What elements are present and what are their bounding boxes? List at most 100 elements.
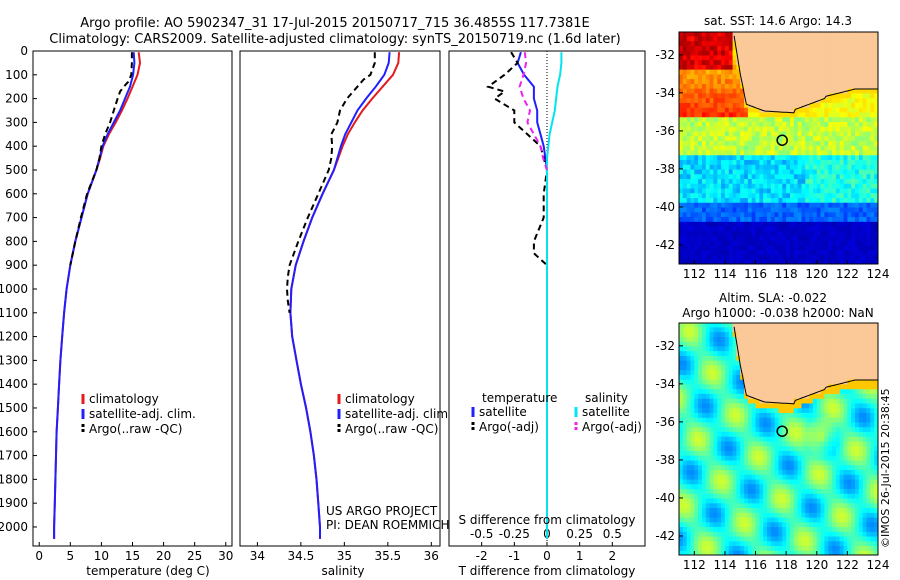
sst-cell (866, 197, 871, 203)
sla-cell (770, 326, 776, 333)
sst-cell (797, 164, 803, 170)
sla-cell (724, 445, 730, 452)
sla-cell (713, 474, 718, 480)
sst-cell (843, 54, 849, 61)
sst-cell (717, 207, 722, 213)
sla-cell (721, 350, 726, 356)
sst-cell (820, 78, 826, 84)
sla-cell (816, 431, 822, 437)
sla-cell (755, 393, 760, 399)
sst-cell (728, 135, 734, 141)
sla-cell (686, 393, 692, 399)
sla-cell (709, 350, 715, 356)
sla-cell (682, 323, 688, 328)
sst-cell (774, 149, 780, 156)
sla-cell (698, 393, 703, 399)
sla-cell (679, 364, 684, 371)
sst-cell (740, 97, 745, 103)
sla-cell (713, 445, 718, 452)
sst-cell (782, 32, 787, 37)
sst-cell (847, 126, 852, 132)
sst-cell (812, 249, 818, 256)
sla-cell (835, 369, 841, 375)
sst-cell (851, 50, 856, 56)
sla-cell (744, 383, 749, 390)
sst-cell (855, 154, 860, 161)
sst-cell (751, 78, 757, 84)
sla-cell (724, 545, 730, 551)
sla-cell (839, 450, 845, 456)
sst-cell (682, 107, 688, 113)
sst-cell (721, 259, 726, 264)
sla-cell (824, 478, 829, 485)
sla-cell (763, 493, 768, 499)
sst-cell (702, 192, 707, 199)
sst-cell (782, 97, 787, 103)
sla-cell (855, 431, 860, 437)
sst-cell (778, 240, 783, 246)
sst-cell (709, 254, 715, 260)
sla-cell (782, 398, 787, 404)
sst-cell (797, 50, 803, 56)
sla-cell (682, 336, 688, 342)
sst-cell (763, 73, 768, 80)
sla-cell (690, 431, 695, 437)
sst-cell (682, 73, 688, 80)
sla-cell (682, 350, 688, 356)
sla-cell (679, 502, 684, 509)
sst-cell (843, 126, 849, 132)
sst-cell (835, 78, 841, 84)
sst-cell (801, 202, 806, 208)
sla-cell (847, 517, 852, 523)
sst-cell (713, 245, 718, 251)
sla-cell (832, 431, 837, 437)
sla-cell (812, 459, 818, 466)
sst-cell (790, 173, 795, 180)
sst-cell (847, 140, 852, 146)
t-difference-tick-label: 2 (609, 549, 617, 563)
sla-cell (724, 412, 730, 418)
sst-cell (679, 32, 684, 37)
sla-cell (851, 517, 856, 523)
sst-cell (866, 83, 871, 89)
sla-cell (686, 402, 692, 409)
sla-cell (770, 526, 776, 532)
sst-cell (755, 192, 760, 199)
sst-cell (740, 126, 745, 132)
sla-cell (851, 464, 856, 471)
sst-cell (858, 164, 864, 170)
sla-cell (751, 369, 757, 375)
sst-cell (832, 183, 837, 189)
sst-cell (786, 69, 791, 75)
sla-cell (805, 331, 810, 337)
sla-cell (809, 379, 814, 385)
sst-cell (786, 216, 791, 222)
sla-cell (816, 383, 822, 390)
sst-cell (763, 126, 768, 132)
sla-cell (790, 350, 795, 356)
sla-cell (694, 464, 699, 471)
sla-cell (767, 431, 772, 437)
sst-cell (797, 116, 803, 122)
sst-cell (835, 149, 841, 156)
sla-cell (847, 536, 852, 542)
sla-cell (705, 402, 711, 409)
sla-cell (843, 345, 849, 352)
sst-cell (778, 207, 783, 213)
sla-cell (774, 512, 780, 518)
sst-cell (820, 168, 826, 175)
sla-cell (759, 388, 764, 394)
sst-cell (851, 202, 856, 208)
sst-lon-tick-label: 122 (836, 267, 859, 281)
sla-cell (790, 455, 795, 461)
sst-cell (763, 192, 768, 199)
sla-cell (705, 364, 711, 371)
sla-cell (843, 531, 849, 537)
sst-cell (870, 102, 875, 108)
sst-cell (694, 116, 699, 122)
sst-cell (790, 54, 795, 61)
sla-cell (832, 521, 837, 528)
sla-cell (747, 331, 753, 337)
sst-cell (839, 221, 845, 227)
sst-cell (790, 102, 795, 108)
